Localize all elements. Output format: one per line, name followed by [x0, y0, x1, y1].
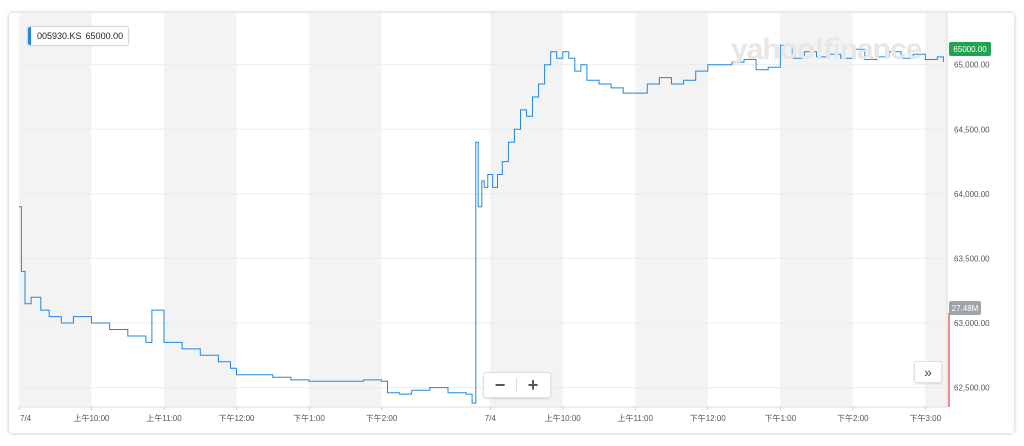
hour-band [635, 13, 708, 407]
x-tick-label: 下午2:00 [837, 413, 869, 423]
grid-lines [19, 64, 947, 389]
y-tick-label: 65,000.00 [954, 61, 990, 70]
y-tick-label: 64,500.00 [954, 125, 990, 134]
x-tick-label: 上午10:00 [73, 413, 110, 423]
y-tick-label: 63,500.00 [954, 254, 990, 263]
day-bands [19, 13, 947, 407]
x-tick-label: 上午10:00 [545, 413, 582, 423]
series-legend[interactable]: 005930.KS 65000.00 [27, 26, 130, 46]
y-tick-label: 64,000.00 [954, 190, 990, 199]
legend-price: 65000.00 [85, 31, 124, 41]
y-tick-label: 62,500.00 [954, 384, 990, 393]
hour-band [164, 13, 237, 407]
x-tick-label: 7/4 [20, 414, 32, 423]
legend-swatch [28, 27, 31, 45]
hour-band [19, 13, 92, 407]
zoom-control: − + [483, 372, 551, 398]
chart-frame: 62,500.00 63,000.00 63,500.00 64,000.00 64,5… [9, 13, 1014, 433]
zoom-in-button[interactable]: + [527, 374, 539, 395]
x-tick-label: 下午12:00 [690, 413, 727, 423]
legend-symbol: 005930.KS [37, 31, 82, 41]
x-tick-label: 下午1:00 [293, 413, 325, 423]
x-tick-label: 上午11:00 [618, 413, 654, 423]
x-tick-labels: 7/4 上午10:00 上午11:00 下午12:00 下午1:00 下午2:00 7/4 上… [18, 407, 942, 423]
hour-band [925, 13, 947, 407]
hour-band [309, 13, 382, 407]
volume-tag: 27.48M [949, 301, 981, 315]
x-tick-label: 下午1:00 [764, 413, 796, 423]
expand-chart-button[interactable]: » [914, 361, 942, 383]
x-tick-label: 上午11:00 [146, 413, 182, 423]
zoom-out-button[interactable]: − [494, 374, 506, 395]
zoom-divider [516, 378, 517, 392]
x-tick-label: 下午3:00 [909, 413, 941, 423]
y-tick-labels: 62,500.00 63,000.00 63,500.00 64,000.00 64,5… [954, 61, 990, 393]
x-tick-label: 7/4 [485, 414, 497, 423]
chart-plot: 62,500.00 63,000.00 63,500.00 64,000.00 64,5… [18, 13, 990, 423]
hour-band [490, 13, 563, 407]
last-price-tag: 65000.00 [949, 42, 991, 56]
y-tick-label: 63,000.00 [954, 319, 990, 328]
price-line-series [19, 44, 944, 404]
x-tick-label: 下午12:00 [218, 413, 255, 423]
hour-band [780, 13, 853, 407]
yahoo-finance-logo: yahoo!finance [731, 33, 922, 66]
x-tick-label: 下午2:00 [366, 413, 398, 423]
